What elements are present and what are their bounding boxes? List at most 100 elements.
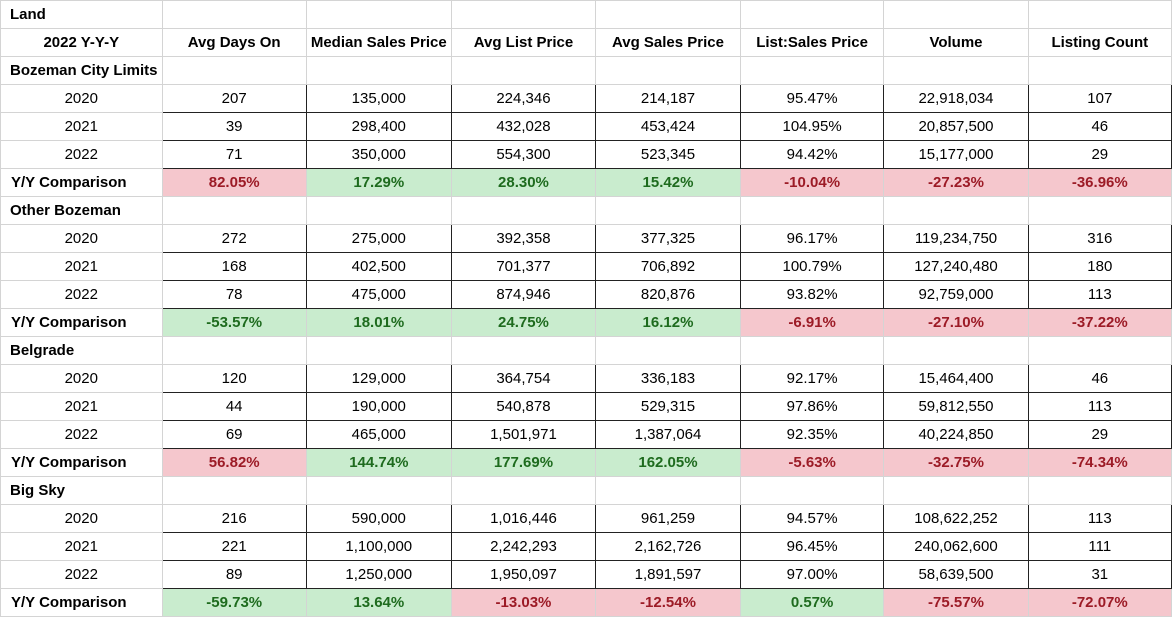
column-header[interactable]: Avg List Price [450, 28, 597, 57]
comparison-label[interactable]: Y/Y Comparison [0, 168, 163, 197]
value-cell[interactable]: 22,918,034 [883, 84, 1029, 113]
value-cell[interactable]: 40,224,850 [883, 420, 1029, 449]
value-cell[interactable]: 69 [161, 420, 307, 449]
value-cell[interactable]: 523,345 [595, 140, 741, 169]
value-cell[interactable]: 104.95% [739, 112, 885, 141]
comparison-cell[interactable]: -75.57% [883, 588, 1029, 617]
empty-cell[interactable] [595, 336, 741, 365]
empty-cell[interactable] [450, 0, 597, 29]
value-cell[interactable]: 96.17% [739, 224, 885, 253]
value-cell[interactable]: 1,501,971 [450, 420, 597, 449]
year-cell[interactable]: 2021 [0, 252, 163, 281]
empty-cell[interactable] [1027, 336, 1172, 365]
value-cell[interactable]: 1,250,000 [305, 560, 452, 589]
empty-cell[interactable] [1027, 56, 1172, 85]
value-cell[interactable]: 113 [1027, 504, 1172, 533]
value-cell[interactable]: 216 [161, 504, 307, 533]
value-cell[interactable]: 298,400 [305, 112, 452, 141]
value-cell[interactable]: 590,000 [305, 504, 452, 533]
value-cell[interactable]: 95.47% [739, 84, 885, 113]
empty-cell[interactable] [450, 196, 597, 225]
empty-cell[interactable] [161, 56, 307, 85]
value-cell[interactable]: 214,187 [595, 84, 741, 113]
comparison-cell[interactable]: -27.23% [883, 168, 1029, 197]
empty-cell[interactable] [305, 56, 452, 85]
value-cell[interactable]: 113 [1027, 392, 1172, 421]
value-cell[interactable]: 96.45% [739, 532, 885, 561]
year-cell[interactable]: 2020 [0, 364, 163, 393]
value-cell[interactable]: 58,639,500 [883, 560, 1029, 589]
value-cell[interactable]: 377,325 [595, 224, 741, 253]
value-cell[interactable]: 94.42% [739, 140, 885, 169]
empty-cell[interactable] [305, 476, 452, 505]
comparison-cell[interactable]: -13.03% [450, 588, 597, 617]
value-cell[interactable]: 207 [161, 84, 307, 113]
value-cell[interactable]: 119,234,750 [883, 224, 1029, 253]
empty-cell[interactable] [739, 196, 885, 225]
value-cell[interactable]: 97.00% [739, 560, 885, 589]
value-cell[interactable]: 29 [1027, 420, 1172, 449]
value-cell[interactable]: 92.17% [739, 364, 885, 393]
comparison-cell[interactable]: 17.29% [305, 168, 452, 197]
value-cell[interactable]: 111 [1027, 532, 1172, 561]
comparison-cell[interactable]: -37.22% [1027, 308, 1172, 337]
value-cell[interactable]: 107 [1027, 84, 1172, 113]
value-cell[interactable]: 453,424 [595, 112, 741, 141]
value-cell[interactable]: 59,812,550 [883, 392, 1029, 421]
empty-cell[interactable] [1027, 196, 1172, 225]
empty-cell[interactable] [450, 336, 597, 365]
comparison-cell[interactable]: 162.05% [595, 448, 741, 477]
value-cell[interactable]: 275,000 [305, 224, 452, 253]
value-cell[interactable]: 554,300 [450, 140, 597, 169]
empty-cell[interactable] [595, 56, 741, 85]
value-cell[interactable]: 272 [161, 224, 307, 253]
empty-cell[interactable] [1027, 0, 1172, 29]
comparison-cell[interactable]: -27.10% [883, 308, 1029, 337]
section-name[interactable]: Other Bozeman [0, 196, 163, 225]
comparison-cell[interactable]: -72.07% [1027, 588, 1172, 617]
value-cell[interactable]: 336,183 [595, 364, 741, 393]
empty-cell[interactable] [883, 476, 1029, 505]
value-cell[interactable]: 168 [161, 252, 307, 281]
value-cell[interactable]: 190,000 [305, 392, 452, 421]
comparison-cell[interactable]: 144.74% [305, 448, 452, 477]
value-cell[interactable]: 120 [161, 364, 307, 393]
value-cell[interactable]: 20,857,500 [883, 112, 1029, 141]
value-cell[interactable]: 350,000 [305, 140, 452, 169]
empty-cell[interactable] [883, 56, 1029, 85]
value-cell[interactable]: 820,876 [595, 280, 741, 309]
value-cell[interactable]: 221 [161, 532, 307, 561]
value-cell[interactable]: 529,315 [595, 392, 741, 421]
comparison-cell[interactable]: 16.12% [595, 308, 741, 337]
value-cell[interactable]: 100.79% [739, 252, 885, 281]
column-header[interactable]: List:Sales Price [739, 28, 885, 57]
value-cell[interactable]: 1,100,000 [305, 532, 452, 561]
value-cell[interactable]: 392,358 [450, 224, 597, 253]
value-cell[interactable]: 402,500 [305, 252, 452, 281]
empty-cell[interactable] [305, 196, 452, 225]
value-cell[interactable]: 127,240,480 [883, 252, 1029, 281]
comparison-label[interactable]: Y/Y Comparison [0, 448, 163, 477]
year-cell[interactable]: 2021 [0, 532, 163, 561]
comparison-cell[interactable]: 13.64% [305, 588, 452, 617]
comparison-cell[interactable]: -59.73% [161, 588, 307, 617]
section-name[interactable]: Belgrade [0, 336, 163, 365]
comparison-cell[interactable]: -36.96% [1027, 168, 1172, 197]
value-cell[interactable]: 29 [1027, 140, 1172, 169]
year-cell[interactable]: 2020 [0, 504, 163, 533]
empty-cell[interactable] [161, 196, 307, 225]
sheet-title[interactable]: Land [0, 0, 163, 29]
value-cell[interactable]: 224,346 [450, 84, 597, 113]
empty-cell[interactable] [595, 196, 741, 225]
comparison-cell[interactable]: 56.82% [161, 448, 307, 477]
comparison-label[interactable]: Y/Y Comparison [0, 588, 163, 617]
comparison-cell[interactable]: 0.57% [739, 588, 885, 617]
year-cell[interactable]: 2022 [0, 420, 163, 449]
year-cell[interactable]: 2021 [0, 112, 163, 141]
year-cell[interactable]: 2022 [0, 280, 163, 309]
value-cell[interactable]: 240,062,600 [883, 532, 1029, 561]
empty-cell[interactable] [883, 0, 1029, 29]
column-header[interactable]: Listing Count [1027, 28, 1172, 57]
year-cell[interactable]: 2020 [0, 224, 163, 253]
value-cell[interactable]: 46 [1027, 364, 1172, 393]
